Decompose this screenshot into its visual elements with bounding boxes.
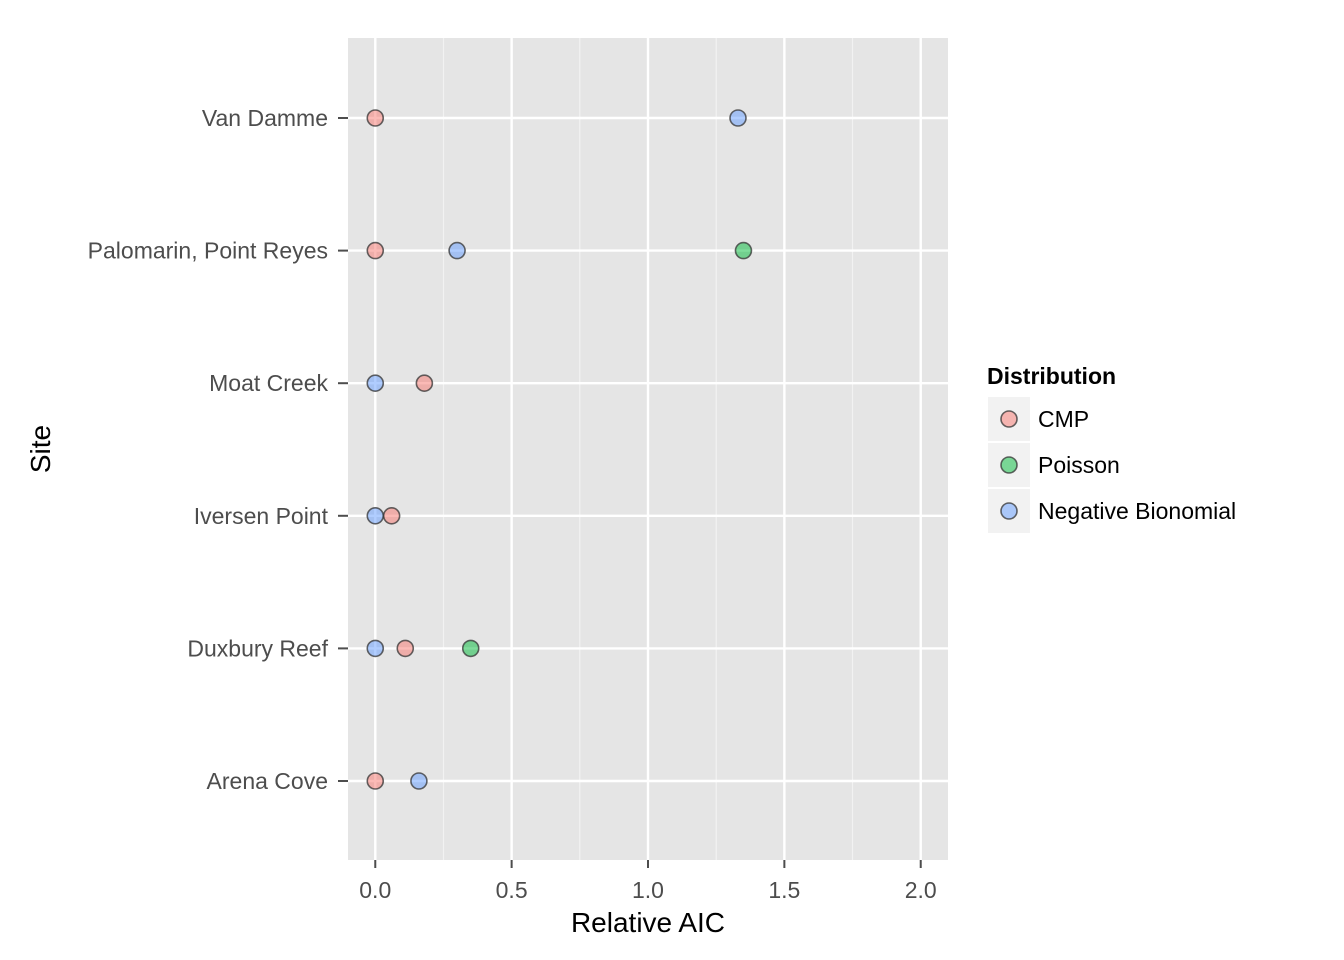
- legend-items: CMP Poisson Negative Bionomial: [988, 397, 1236, 533]
- minor-gridlines: [442, 38, 854, 860]
- y-tick-label: Moat Creek: [209, 370, 328, 396]
- x-axis: 0.0 0.5 1.0 1.5 2.0: [359, 860, 937, 903]
- legend-label: CMP: [1038, 406, 1089, 432]
- data-point: [382, 506, 401, 525]
- y-tick-label: Arena Cove: [207, 768, 328, 794]
- legend-title: Distribution: [987, 363, 1116, 389]
- legend-label: Negative Bionomial: [1038, 498, 1236, 524]
- data-point: [396, 639, 415, 658]
- y-axis: Arena Cove Duxbury Reef Iversen Point Moat …: [88, 105, 348, 794]
- data-point: [366, 772, 385, 790]
- data-points: [366, 109, 753, 790]
- y-tick-label: Iversen Point: [194, 503, 329, 529]
- x-tick-label: 0.0: [359, 877, 391, 903]
- data-point: [415, 374, 434, 393]
- data-point: [734, 241, 753, 260]
- data-point: [366, 374, 385, 393]
- x-tick-label: 1.5: [768, 877, 800, 903]
- data-point: [366, 639, 385, 658]
- legend: Distribution CMP Poisson Negative Bionomia…: [987, 363, 1236, 533]
- legend-label: Poisson: [1038, 452, 1120, 478]
- y-tick-label: Van Damme: [202, 105, 328, 131]
- legend-key-symbol: [1000, 502, 1018, 520]
- data-point: [366, 109, 385, 127]
- data-point: [366, 241, 385, 260]
- data-point: [410, 772, 428, 790]
- data-point: [366, 506, 385, 525]
- y-tick-label: Duxbury Reef: [187, 635, 328, 661]
- x-tick-label: 0.5: [496, 877, 528, 903]
- data-point: [461, 639, 480, 658]
- x-axis-title: Relative AIC: [571, 907, 725, 938]
- major-gridlines: [348, 38, 948, 860]
- x-tick-label: 1.0: [632, 877, 664, 903]
- data-point: [448, 241, 466, 260]
- x-tick-label: 2.0: [905, 877, 937, 903]
- y-tick-label: Palomarin, Point Reyes: [88, 238, 328, 264]
- legend-key-symbol: [1000, 410, 1018, 428]
- legend-key-symbol: [1000, 456, 1018, 474]
- y-axis-title: Site: [25, 425, 56, 473]
- data-point: [729, 109, 747, 127]
